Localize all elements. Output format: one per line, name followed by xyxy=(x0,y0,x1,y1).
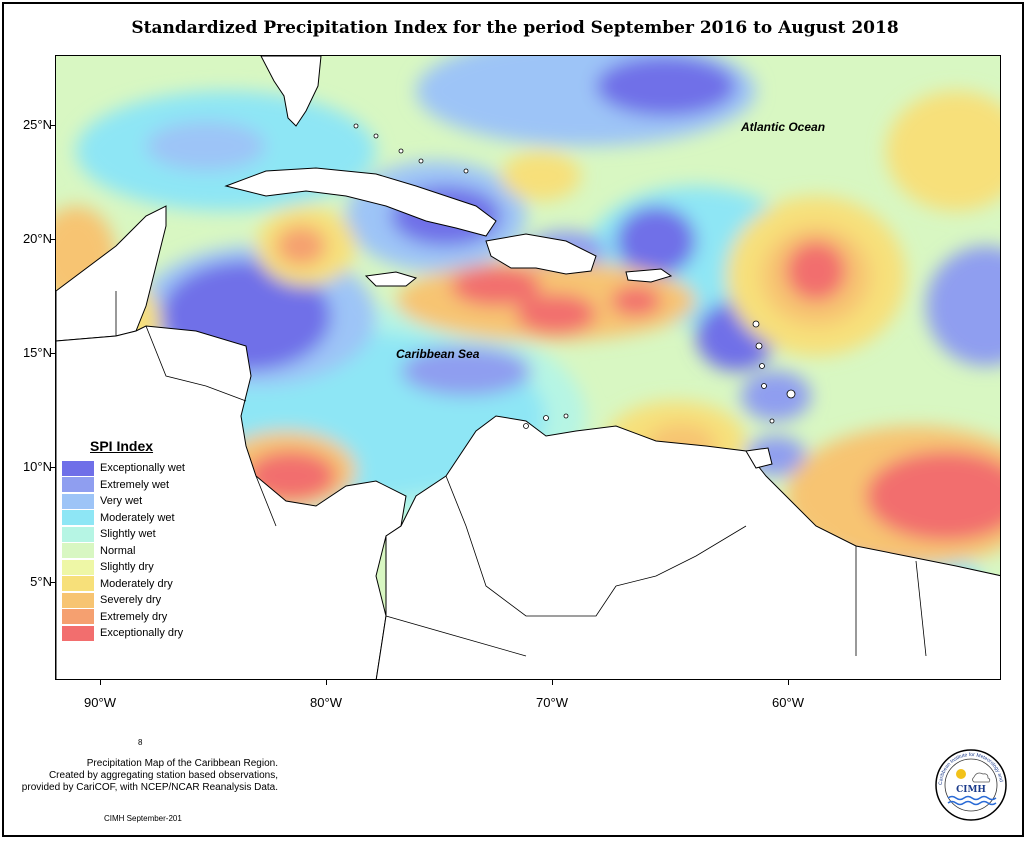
puerto-rico xyxy=(625,268,673,283)
legend-swatch xyxy=(62,609,94,625)
lat-tick xyxy=(50,467,55,468)
legend-item: Normal xyxy=(62,543,185,560)
lon-label: 70°W xyxy=(536,695,568,710)
atlantic-ocean-label: Atlantic Ocean xyxy=(740,120,825,134)
sun-icon xyxy=(956,769,966,779)
footer-line: Created by aggregating station based obs… xyxy=(48,770,278,781)
legend-swatch xyxy=(62,526,94,542)
legend-swatch xyxy=(62,625,94,641)
lon-tick xyxy=(326,680,327,685)
legend-title: SPI Index xyxy=(90,438,154,454)
legend-item: Extremely dry xyxy=(62,609,185,626)
lat-label: 20°N xyxy=(22,231,52,246)
lat-label: 25°N xyxy=(22,117,52,132)
south-america xyxy=(375,415,1000,679)
trinidad xyxy=(745,447,773,469)
lat-label: 15°N xyxy=(22,345,52,360)
legend-label: Moderately wet xyxy=(100,511,175,524)
map-description: Precipitation Map of the Caribbean Regio… xyxy=(8,758,278,794)
legend-swatch xyxy=(62,576,94,592)
small-islands xyxy=(353,123,796,429)
legend-label: Severely dry xyxy=(100,594,162,607)
legend-swatch xyxy=(62,510,94,526)
hispaniola xyxy=(485,233,597,275)
legend-item: Very wet xyxy=(62,493,185,510)
spi-legend: SPI Index Exceptionally wet Extremely wet… xyxy=(62,438,185,642)
legend-label: Extremely wet xyxy=(100,478,170,491)
land-masses xyxy=(56,56,1000,679)
legend-item: Severely dry xyxy=(62,592,185,609)
cuba xyxy=(224,167,497,237)
legend-item: Exceptionally wet xyxy=(62,460,185,477)
wave-icon xyxy=(947,795,997,801)
legend-swatch xyxy=(62,477,94,493)
lat-tick xyxy=(50,125,55,126)
legend-items: Exceptionally wet Extremely wet Very wet Mo… xyxy=(62,460,185,642)
lon-tick xyxy=(552,680,553,685)
florida xyxy=(260,56,322,127)
legend-item: Slightly wet xyxy=(62,526,185,543)
footer-line: Precipitation Map of the Caribbean Regio… xyxy=(86,758,278,769)
lat-label: 5°N xyxy=(30,574,52,589)
lon-label: 60°W xyxy=(772,695,804,710)
legend-swatch xyxy=(62,493,94,509)
lat-tick xyxy=(50,353,55,354)
legend-label: Extremely dry xyxy=(100,610,168,623)
legend-swatch xyxy=(62,592,94,608)
spi-map: Atlantic Ocean Caribbean Sea xyxy=(55,55,1001,680)
lon-tick xyxy=(788,680,789,685)
credit-text: CIMH September-201 xyxy=(104,814,182,823)
lon-label: 90°W xyxy=(84,695,116,710)
lon-label: 80°W xyxy=(310,695,342,710)
central-america xyxy=(56,325,407,679)
map-title: Standardized Precipitation Index for the… xyxy=(131,18,899,38)
spi-map-canvas: Atlantic Ocean Caribbean Sea xyxy=(56,56,1000,679)
legend-label: Very wet xyxy=(100,495,143,508)
legend-label: Normal xyxy=(100,544,136,557)
legend-label: Exceptionally wet xyxy=(100,462,185,475)
legend-swatch xyxy=(62,559,94,575)
stray-text: 8 xyxy=(138,738,143,747)
cloud-icon xyxy=(972,772,991,783)
cimh-logo: CIMH Caribbean Institute for Meteorology… xyxy=(934,748,1007,821)
legend-item: Slightly dry xyxy=(62,559,185,576)
legend-label: Exceptionally dry xyxy=(100,627,184,640)
footer-line: provided by CariCOF, with NCEP/NCAR Rean… xyxy=(21,782,278,793)
legend-label: Moderately dry xyxy=(100,577,173,590)
jamaica xyxy=(364,271,418,287)
legend-item: Extremely wet xyxy=(62,477,185,494)
country-borders xyxy=(115,291,927,657)
legend-item: Exceptionally dry xyxy=(62,625,185,642)
legend-item: Moderately wet xyxy=(62,510,185,527)
lat-tick xyxy=(50,582,55,583)
legend-label: Slightly wet xyxy=(100,528,156,541)
lon-tick xyxy=(100,680,101,685)
caribbean-sea-label: Caribbean Sea xyxy=(396,347,480,361)
lat-label: 10°N xyxy=(22,459,52,474)
legend-label: Slightly dry xyxy=(100,561,154,574)
legend-item: Moderately dry xyxy=(62,576,185,593)
lat-tick xyxy=(50,239,55,240)
legend-swatch xyxy=(62,543,94,559)
legend-swatch xyxy=(62,460,94,476)
svg-text:CIMH: CIMH xyxy=(956,785,986,795)
